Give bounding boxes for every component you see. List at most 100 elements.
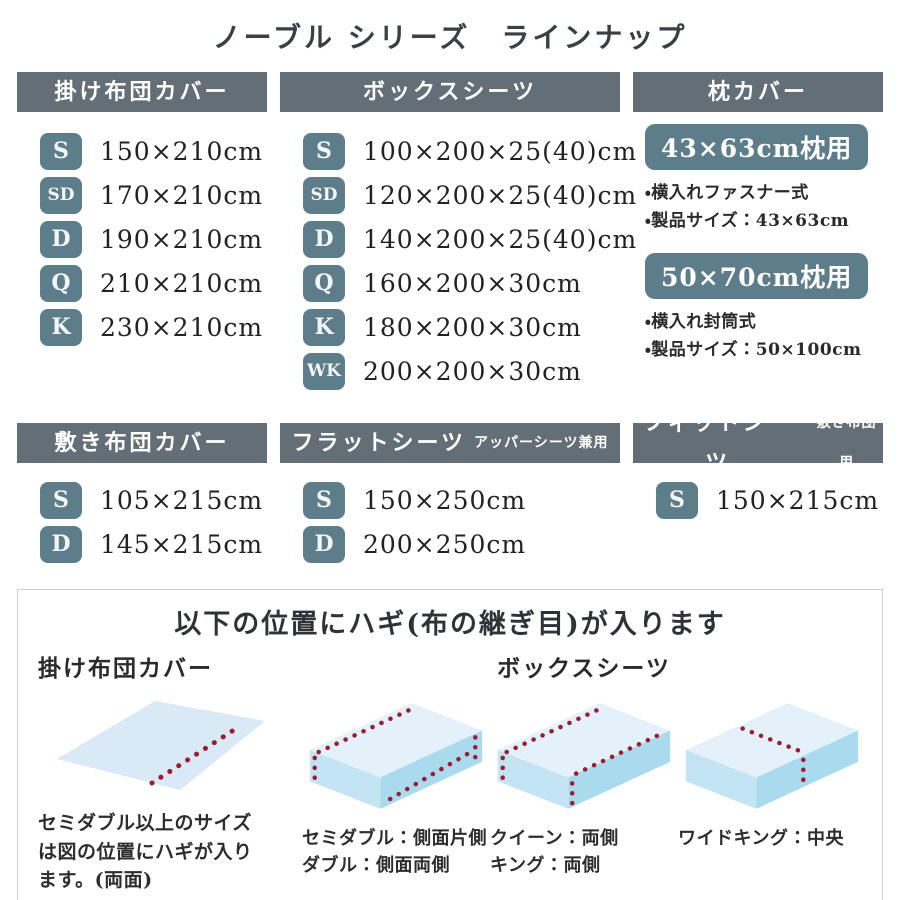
header-fit-sheet-label: フィットシーツ: [642, 410, 793, 476]
header-flat-sheet: フラットシーツ アッパーシーツ兼用: [280, 423, 620, 463]
pillow-note: ・横入れファスナー式: [645, 183, 809, 203]
header-box-sheet: ボックスシーツ: [280, 72, 620, 112]
header-pillow-cover: 枕カバー: [633, 72, 883, 112]
caption-line: セミダブル：側面片側: [302, 828, 487, 849]
header-duvet-cover: 掛け布団カバー: [17, 72, 267, 112]
size-row: SD 170×210cm: [17, 173, 267, 217]
size-value: 140×200×25(40)cm: [363, 224, 638, 254]
seam-duvet-subtitle: 掛け布団カバー: [38, 655, 213, 682]
size-value: 100×200×25(40)cm: [363, 136, 638, 166]
pillow-size-badge: 50×70cm枕用: [645, 253, 869, 300]
header-flat-sheet-suffix: アッパーシーツ兼用: [474, 435, 609, 451]
seam-boxsheet-subtitle: ボックスシーツ: [497, 655, 671, 682]
size-badge: S: [303, 481, 345, 519]
size-value: 150×250cm: [363, 485, 527, 515]
mattress-illustrations: セミダブル：側面片側 ダブル：側面両側 クイ: [296, 683, 872, 879]
box-sheet-sizes: S 100×200×25(40)cm SD 120×200×25(40)cm D…: [280, 112, 636, 407]
header-flat-sheet-label: フラットシーツ: [291, 430, 467, 456]
header-fit-sheet-suffix: 敷き布団用: [816, 415, 877, 471]
size-row: K 180×200×30cm: [280, 305, 620, 349]
pillow-note: ・製品サイズ：50×100cm: [645, 340, 862, 361]
size-value: 150×215cm: [716, 485, 880, 515]
size-value: 145×215cm: [100, 529, 264, 559]
size-badge: S: [40, 132, 82, 170]
size-badge: S: [303, 132, 345, 170]
caption-line: クイーン：両側: [490, 828, 619, 849]
pillow-group-43x63: 43×63cm枕用 ・横入れファスナー式 ・製品サイズ：43×63cm: [645, 124, 883, 235]
pillow-size-badge: 43×63cm枕用: [645, 124, 869, 170]
size-badge: Q: [303, 264, 345, 302]
mattress-caption: セミダブル：側面片側 ダブル：側面両側: [302, 825, 490, 879]
header-duvet-cover-label: 掛け布団カバー: [54, 79, 230, 105]
pillow-group-50x70: 50×70cm枕用 ・横入れ封筒式 ・製品サイズ：50×100cm: [645, 253, 883, 364]
lineup-grid-row2: 敷き布団カバー フラットシーツ アッパーシーツ兼用 フィットシーツ 敷き布団用 …: [0, 410, 900, 581]
seam-dots: [740, 726, 805, 755]
size-value: 200×200×30cm: [363, 356, 582, 386]
size-badge: Q: [40, 264, 82, 302]
size-row: D 145×215cm: [17, 522, 267, 566]
seam-columns: 掛け布団カバー セミダブル以上のサイズは図の位置にハギが入ります。(両面) ボッ…: [18, 647, 882, 899]
seam-position-section: 以下の位置にハギ(布の継ぎ目)が入ります 掛け布団カバー セミダブル以上のサイズ…: [17, 589, 883, 900]
lineup-grid-row1: 掛け布団カバー ボックスシーツ 枕カバー S 150×210cm SD 170×…: [0, 72, 900, 407]
header-pillow-cover-label: 枕カバー: [707, 79, 808, 105]
size-value: 170×210cm: [100, 180, 264, 210]
fit-sheet-sizes: S 150×215cm: [633, 463, 883, 581]
seam-duvet-note: セミダブル以上のサイズは図の位置にハギが入ります。(両面): [38, 812, 253, 891]
caption-line: キング：両側: [490, 855, 601, 876]
size-row: Q 160×200×30cm: [280, 261, 620, 305]
seam-duvet-column: 掛け布団カバー セミダブル以上のサイズは図の位置にハギが入ります。(両面): [18, 647, 284, 899]
mattress-item-wideking: ワイドキング：中央: [678, 689, 866, 879]
page-title: ノーブル シリーズ ラインナップ: [212, 21, 688, 54]
size-row: S 150×210cm: [17, 129, 267, 173]
size-badge: D: [303, 220, 345, 258]
size-value: 210×210cm: [100, 268, 264, 298]
flat-sheet-sizes: S 150×250cm D 200×250cm: [280, 463, 620, 581]
seam-boxsheet-column: ボックスシーツ セミダブル：側面片側 ダブル：側面両側: [284, 647, 882, 899]
size-value: 230×210cm: [100, 312, 264, 342]
size-row: SD 120×200×25(40)cm: [280, 173, 636, 217]
seam-dots: [149, 723, 243, 786]
size-value: 120×200×25(40)cm: [363, 180, 638, 210]
header-fitted-duvet-cover: 敷き布団カバー: [17, 423, 267, 463]
size-badge: D: [303, 525, 345, 563]
size-row: WK 200×200×30cm: [280, 349, 620, 393]
size-value: 190×210cm: [100, 224, 264, 254]
size-badge: SD: [303, 176, 345, 214]
mattress-illustration-center-seam: [685, 703, 859, 809]
size-row: D 200×250cm: [280, 522, 620, 566]
header-fit-sheet: フィットシーツ 敷き布団用: [633, 410, 883, 476]
size-row: S 150×250cm: [280, 478, 620, 522]
size-value: 150×210cm: [100, 136, 264, 166]
seam-dots: [573, 730, 667, 776]
pillow-note: ・製品サイズ：43×63cm: [645, 211, 850, 232]
caption-line: ワイドキング：中央: [678, 828, 844, 849]
duvet-cover-sizes: S 150×210cm SD 170×210cm D 190×210cm Q 2…: [17, 112, 267, 407]
duvet-cover-illustration: [57, 701, 265, 790]
size-row: S 105×215cm: [17, 478, 267, 522]
mattress-caption: クイーン：両側 キング：両側: [490, 825, 678, 879]
fitted-duvet-sizes: S 105×215cm D 145×215cm: [17, 463, 267, 581]
header-box-sheet-label: ボックスシーツ: [363, 79, 537, 105]
size-row: D 190×210cm: [17, 217, 267, 261]
size-badge: D: [40, 525, 82, 563]
size-badge: K: [303, 308, 345, 346]
size-value: 160×200×30cm: [363, 268, 582, 298]
pillow-note: ・横入れ封筒式: [645, 312, 757, 333]
size-badge: S: [656, 481, 698, 519]
size-row: K 230×210cm: [17, 305, 267, 349]
mattress-item-queen: クイーン：両側 キング：両側: [490, 689, 678, 879]
pillow-cover-details: 43×63cm枕用 ・横入れファスナー式 ・製品サイズ：43×63cm 50×7…: [633, 112, 883, 407]
seam-dots: [387, 748, 475, 802]
size-badge: S: [40, 481, 82, 519]
mattress-illustration-both-sides-seam: [497, 703, 671, 809]
size-badge: D: [40, 220, 82, 258]
header-fitted-duvet-label: 敷き布団カバー: [54, 430, 230, 456]
size-value: 105×215cm: [100, 485, 264, 515]
mattress-item-semidouble: セミダブル：側面片側 ダブル：側面両側: [302, 689, 490, 879]
seam-dots: [316, 706, 414, 755]
size-value: 200×250cm: [363, 529, 527, 559]
size-badge: SD: [40, 176, 82, 214]
size-row: Q 210×210cm: [17, 261, 267, 305]
seam-section-title: 以下の位置にハギ(布の継ぎ目)が入ります: [174, 609, 726, 640]
size-badge: WK: [303, 352, 345, 390]
